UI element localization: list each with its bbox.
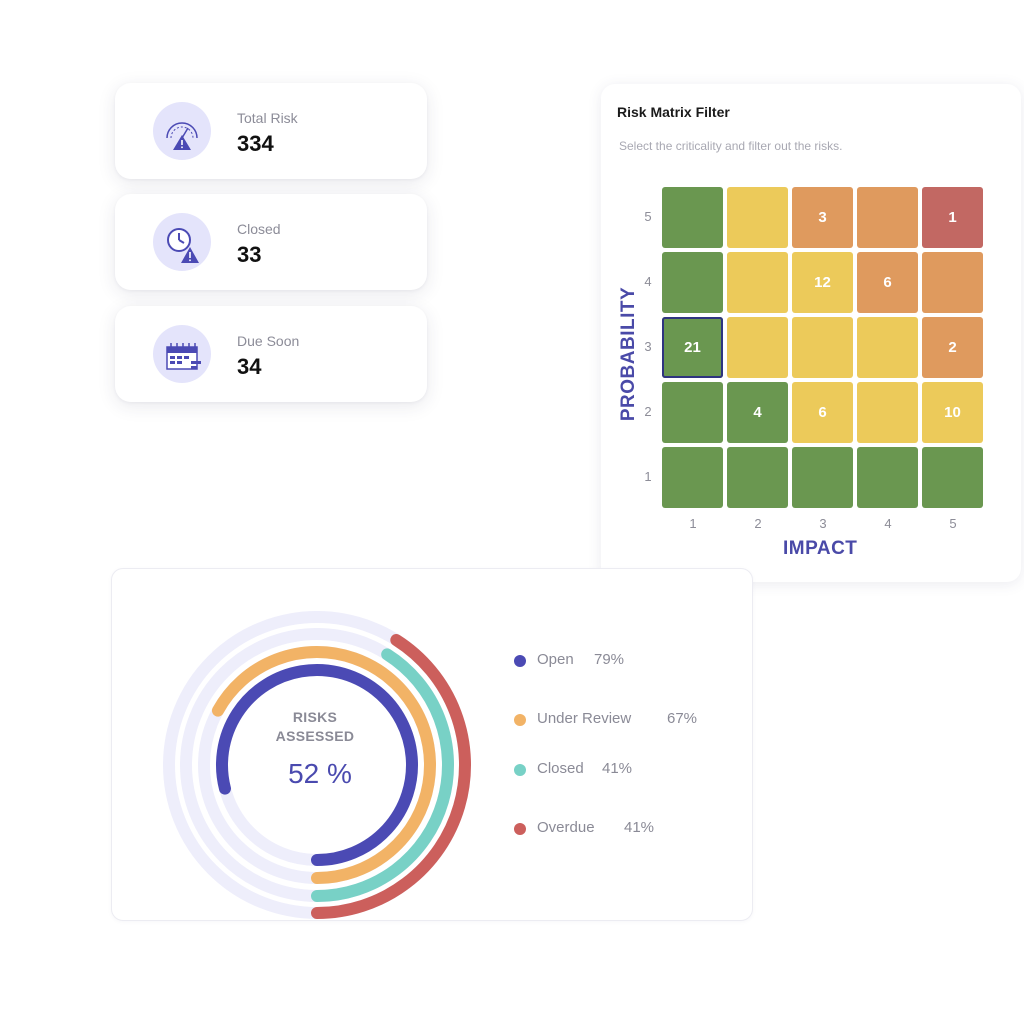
legend-value: 79% [594, 651, 625, 668]
matrix-cell-p1-i1[interactable] [662, 447, 723, 508]
matrix-cell-p5-i2[interactable] [727, 187, 788, 248]
stat-label: Due Soon [237, 333, 300, 349]
impact-tick: 2 [754, 516, 762, 531]
stat-label: Total Risk [237, 110, 298, 126]
matrix-cell-p2-i4[interactable] [857, 382, 918, 443]
matrix-cell-p5-i5[interactable]: 1 [922, 187, 983, 248]
matrix-title: Risk Matrix Filter [617, 104, 730, 120]
impact-tick: 3 [819, 516, 827, 531]
matrix-cell-p1-i3[interactable] [792, 447, 853, 508]
clock-warning-icon [153, 213, 211, 271]
matrix-cell-p4-i3[interactable]: 12 [792, 252, 853, 313]
impact-tick: 4 [884, 516, 892, 531]
legend-dot [514, 714, 526, 726]
matrix-cell-p2-i3[interactable]: 6 [792, 382, 853, 443]
donut-arc-under-review [211, 646, 436, 884]
matrix-cell-p3-i5[interactable]: 2 [922, 317, 983, 378]
stat-label: Closed [237, 221, 281, 237]
stat-value: 34 [237, 354, 262, 379]
matrix-subtitle: Select the criticality and filter out th… [619, 139, 843, 153]
donut-center-value: 52 % [288, 758, 352, 789]
risk-gauge-icon [153, 102, 211, 160]
legend-dot [514, 823, 526, 835]
matrix-cell-p4-i2[interactable] [727, 252, 788, 313]
matrix-cell-p2-i5[interactable]: 10 [922, 382, 983, 443]
matrix-cell-p4-i1[interactable] [662, 252, 723, 313]
impact-axis-label: IMPACT [783, 538, 858, 559]
impact-tick: 1 [689, 516, 697, 531]
donut-center-title: RISKS ASSESSED [210, 708, 420, 746]
probability-tick: 1 [644, 469, 652, 484]
legend-value: 67% [667, 710, 698, 727]
donut-center-title-line2: ASSESSED [275, 728, 355, 744]
probability-axis-label: PROBABILITY [618, 286, 639, 422]
stat-card-total-risk[interactable]: Total Risk 334 [115, 83, 427, 179]
matrix-cell-p4-i4[interactable]: 6 [857, 252, 918, 313]
legend-value: 41% [602, 760, 633, 777]
matrix-cell-p2-i2[interactable]: 4 [727, 382, 788, 443]
stat-value: 33 [237, 242, 262, 267]
legend-label: Open [537, 651, 574, 668]
risks-assessed-donut [163, 611, 471, 919]
legend-value: 41% [624, 819, 655, 836]
calendar-icon [153, 325, 211, 383]
matrix-cell-p3-i4[interactable] [857, 317, 918, 378]
stat-value: 334 [237, 131, 274, 156]
probability-tick: 5 [644, 209, 652, 224]
matrix-cell-p3-i2[interactable] [727, 317, 788, 378]
probability-tick: 3 [644, 339, 652, 354]
legend-label: Overdue [537, 819, 595, 836]
legend-label: Closed [537, 760, 584, 777]
matrix-cell-p5-i4[interactable] [857, 187, 918, 248]
probability-tick: 4 [644, 274, 652, 289]
matrix-cell-p1-i4[interactable] [857, 447, 918, 508]
risk-matrix-card: Risk Matrix Filter Select the criticalit… [601, 84, 1021, 582]
matrix-cell-p1-i2[interactable] [727, 447, 788, 508]
matrix-cell-p5-i1[interactable] [662, 187, 723, 248]
matrix-cell-p2-i1[interactable] [662, 382, 723, 443]
matrix-cell-p3-i1[interactable]: 21 [662, 317, 723, 378]
donut-arc-closed [311, 648, 454, 902]
legend-dot [514, 655, 526, 667]
matrix-cell-p5-i3[interactable]: 3 [792, 187, 853, 248]
stat-card-closed[interactable]: Closed 33 [115, 194, 427, 290]
probability-tick: 2 [644, 404, 652, 419]
legend-label: Under Review [537, 710, 632, 727]
matrix-cell-p3-i3[interactable] [792, 317, 853, 378]
donut-arc-overdue [311, 634, 471, 919]
stat-card-due-soon[interactable]: Due Soon 34 [115, 306, 427, 402]
legend-dot [514, 764, 526, 776]
matrix-cell-p1-i5[interactable] [922, 447, 983, 508]
donut-arc-open [216, 664, 418, 866]
impact-tick: 5 [949, 516, 957, 531]
matrix-cell-p4-i5[interactable] [922, 252, 983, 313]
donut-center-title-line1: RISKS [292, 709, 338, 725]
